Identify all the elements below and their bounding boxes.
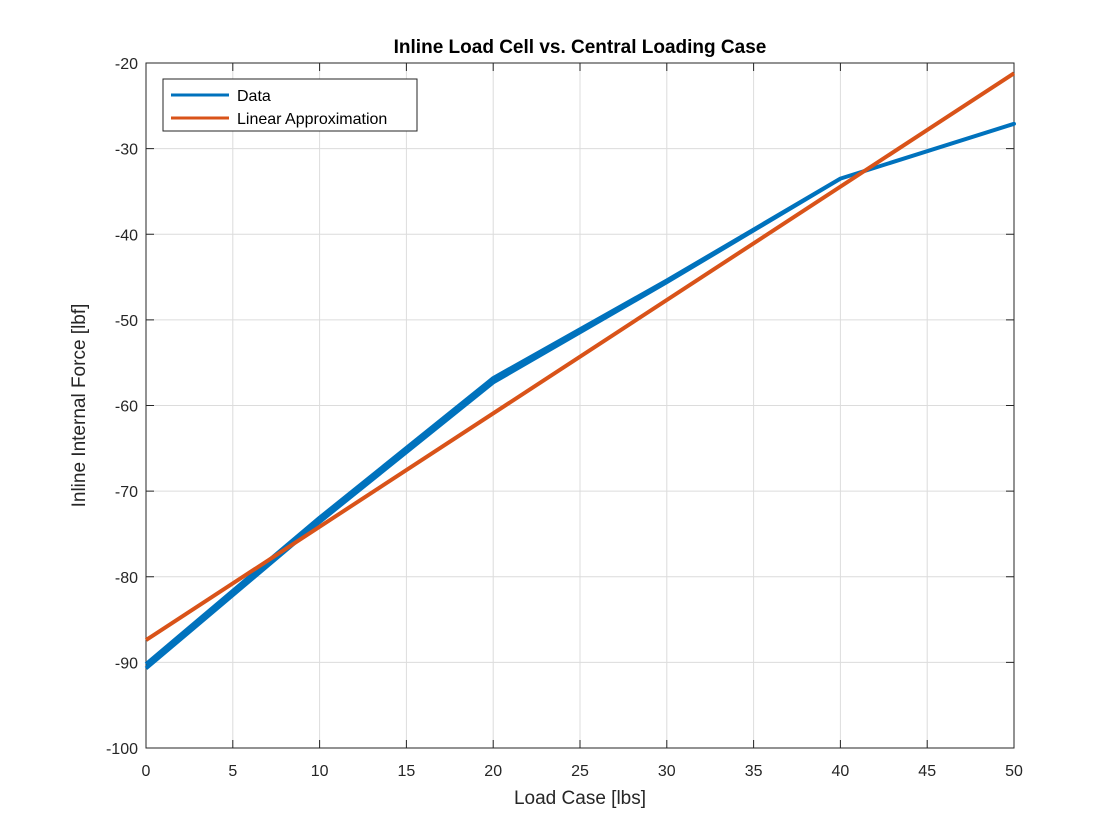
x-tick-labels: 0 5 10 15 20 25 30 35 40 45 50 — [142, 763, 1023, 780]
x-tick-label: 10 — [311, 763, 329, 780]
y-tick-label: -70 — [115, 484, 138, 501]
x-tick-label: 25 — [571, 763, 589, 780]
legend-label-data: Data — [237, 88, 271, 105]
y-tick-label: -20 — [115, 56, 138, 73]
x-tick-label: 0 — [142, 763, 151, 780]
series-line-linear-approximation — [144, 71, 1016, 642]
x-tick-label: 40 — [832, 763, 850, 780]
y-tick-label: -100 — [106, 741, 138, 758]
x-axis-label: Load Case [lbs] — [514, 788, 646, 809]
y-tick-label: -80 — [115, 570, 138, 587]
x-tick-label: 35 — [745, 763, 763, 780]
y-tick-label: -50 — [115, 313, 138, 330]
chart-title: Inline Load Cell vs. Central Loading Cas… — [394, 37, 767, 58]
axis-ticks — [145, 62, 1015, 749]
y-tick-labels: -100 -90 -80 -70 -60 -50 -40 -30 -20 — [106, 56, 138, 758]
x-tick-label: 5 — [228, 763, 237, 780]
legend-box — [162, 78, 418, 132]
x-tick-label: 20 — [484, 763, 502, 780]
legend-label-linear-approximation: Linear Approximation — [237, 111, 387, 128]
y-axis-label: Inline Internal Force [lbf] — [69, 304, 90, 508]
y-tick-label: -90 — [115, 655, 138, 672]
legend: Data Linear Approximation — [162, 78, 418, 132]
y-tick-label: -30 — [115, 142, 138, 159]
series-layer — [144, 71, 1016, 670]
y-tick-label: -40 — [115, 227, 138, 244]
x-tick-label: 45 — [918, 763, 936, 780]
x-tick-label: 15 — [398, 763, 416, 780]
x-tick-label: 30 — [658, 763, 676, 780]
series-line-data — [144, 121, 1016, 670]
y-tick-label: -60 — [115, 399, 138, 416]
x-tick-label: 50 — [1005, 763, 1023, 780]
